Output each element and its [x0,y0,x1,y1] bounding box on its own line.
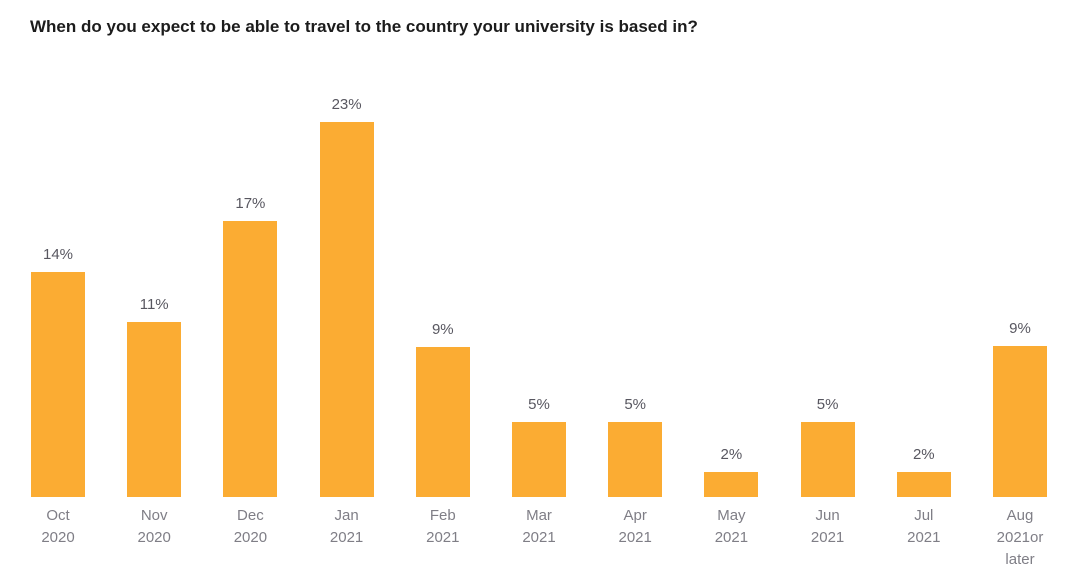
bar-value-label: 2% [912,446,935,463]
x-axis-label: Jun 2021 [810,507,845,546]
bar-value-label: 5% [528,396,550,413]
bar[interactable] [800,422,855,497]
bar[interactable] [319,122,374,497]
bar[interactable] [993,346,1047,497]
bar-value-label: 5% [816,396,839,413]
bar[interactable] [896,472,951,497]
bar-value-label: 5% [624,396,647,413]
x-axis-label: Apr 2021 [618,507,652,546]
x-axis-label: Jul 2021 [907,507,941,546]
x-axis-label: Jan 2021 [329,507,364,546]
bar-value-label: 2% [720,446,743,463]
bar-value-label: 9% [431,321,454,338]
bar-value-label: 14% [42,246,74,263]
bar[interactable] [512,422,566,497]
x-axis-label: Aug 2021or later [996,507,1044,568]
bar-value-label: 11% [139,296,169,313]
bar[interactable] [223,221,278,497]
bar[interactable] [31,272,85,497]
bar[interactable] [415,347,470,497]
x-axis-label: May 2021 [714,507,749,546]
chart-title: When do you expect to be able to travel … [30,17,698,36]
bar-value-label: 17% [235,195,266,212]
x-axis-label: Feb 2021 [426,507,460,546]
bar[interactable] [704,472,759,497]
x-axis-label: Dec 2020 [233,507,268,546]
bar[interactable] [608,422,663,497]
x-axis-label: Nov 2020 [137,507,171,546]
x-axis-label: Oct 2020 [41,507,75,546]
x-axis-label: Mar 2021 [522,507,556,546]
bar[interactable] [127,322,182,497]
bar-value-label: 23% [331,96,362,113]
bar-value-label: 9% [1009,320,1031,337]
